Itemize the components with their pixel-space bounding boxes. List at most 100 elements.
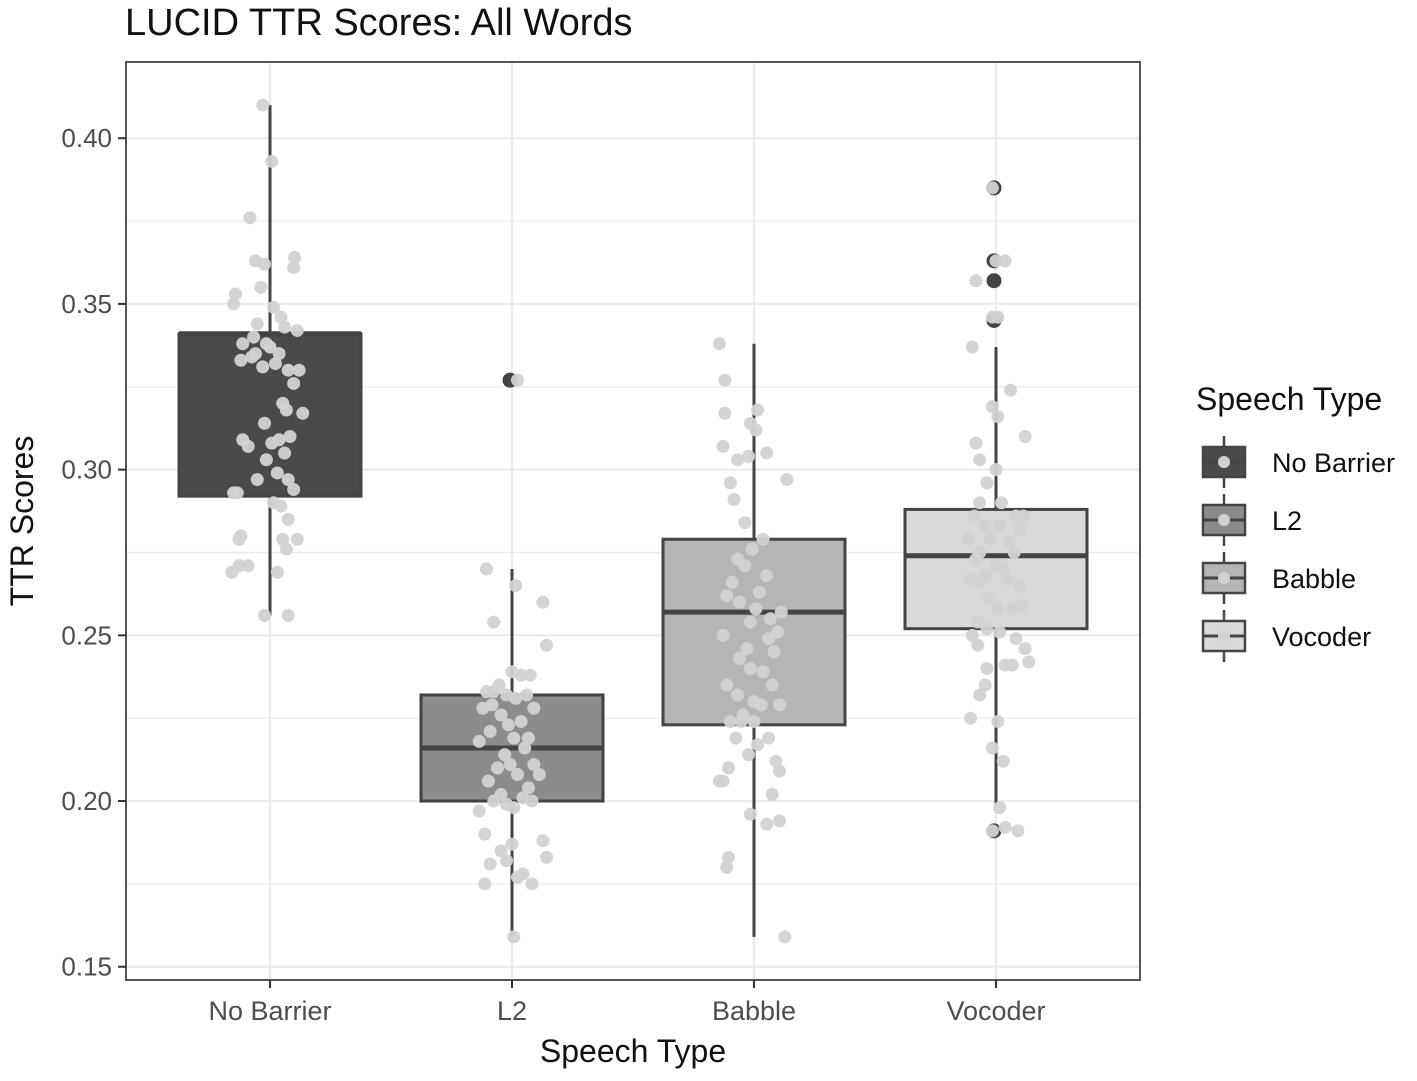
jitter-point [718, 373, 732, 387]
jitter-point [490, 761, 504, 775]
jitter-point [727, 492, 741, 506]
legend-label: Babble [1272, 564, 1356, 594]
jitter-point [980, 476, 994, 490]
jitter-point [991, 715, 1005, 729]
jitter-point [720, 678, 734, 692]
jitter-point [996, 562, 1010, 576]
jitter-point [527, 758, 541, 772]
jitter-point [754, 698, 768, 712]
jitter-point [743, 615, 757, 629]
y-tick-label: 0.25 [61, 620, 112, 650]
jitter-point [980, 661, 994, 675]
jitter-point [729, 731, 743, 745]
jitter-point [980, 622, 994, 636]
jitter-point [292, 363, 306, 377]
jitter-point [532, 768, 546, 782]
legend-key-point [1218, 630, 1230, 642]
jitter-point [985, 824, 999, 838]
jitter-point [984, 532, 998, 546]
jitter-point [278, 320, 292, 334]
jitter-point [767, 645, 781, 659]
jitter-point [265, 436, 279, 450]
legend-item-vocoder: Vocoder [1201, 610, 1371, 662]
jitter-point [478, 877, 492, 891]
jitter-point [964, 711, 978, 725]
jitter-point [232, 559, 246, 573]
jitter-point [478, 827, 492, 841]
jitter-point [510, 870, 524, 884]
jitter-point [276, 532, 290, 546]
jitter-point [971, 638, 985, 652]
jitter-point [716, 628, 730, 642]
jitter-point [725, 575, 739, 589]
jitter-point [287, 260, 301, 274]
jitter-point [267, 300, 281, 314]
jitter-point [485, 698, 499, 712]
jitter-point [250, 473, 264, 487]
jitter-point [720, 589, 734, 603]
jitter-point [1005, 658, 1019, 672]
jitter-point [287, 483, 301, 497]
jitter-point [778, 930, 792, 944]
box-l2 [419, 372, 605, 937]
panel-border [125, 61, 1141, 981]
jitter-point [969, 436, 983, 450]
legend-label: No Barrier [1272, 448, 1395, 478]
jitter-point [520, 688, 534, 702]
jitter-point [510, 373, 524, 387]
jitter-point [480, 562, 494, 576]
jitter-point [756, 532, 770, 546]
box-vocoder [903, 180, 1089, 839]
jitter-point [760, 817, 774, 831]
jitter-point [1007, 545, 1021, 559]
jitter-point [501, 718, 515, 732]
jitter-point [250, 317, 264, 331]
jitter-point [232, 532, 246, 546]
jitter-point [973, 496, 987, 510]
jitter-point [738, 559, 752, 573]
jitter-point [281, 608, 295, 622]
jitter-point [765, 678, 779, 692]
jitter-point [296, 406, 310, 420]
jitter-point [996, 754, 1010, 768]
jitter-point [228, 287, 242, 301]
y-axis-label: TTR Scores [4, 436, 40, 607]
jitter-point [962, 532, 976, 546]
x-tick-label: Vocoder [946, 996, 1045, 1026]
jitter-point [268, 357, 282, 371]
jitter-point [236, 337, 250, 351]
jitter-point [259, 453, 273, 467]
jitter-point [998, 821, 1012, 835]
jitter-point [742, 748, 756, 762]
jitter-point [263, 340, 277, 354]
jitter-point [985, 400, 999, 414]
jitter-point [993, 801, 1007, 815]
jitter-point [982, 592, 996, 606]
jitter-point [752, 585, 766, 599]
jitter-point [993, 519, 1007, 533]
legend-key-point [1218, 514, 1230, 526]
jitter-point [270, 565, 284, 579]
jitter-point [236, 433, 250, 447]
jitter-point [241, 559, 255, 573]
legend-item-l2: L2 [1201, 494, 1302, 546]
jitter-point [991, 310, 1005, 324]
jitter-point [256, 360, 270, 374]
jitter-point [494, 844, 508, 858]
legend-item-babble: Babble [1201, 552, 1356, 604]
jitter-point [1018, 429, 1032, 443]
jitter-point [967, 509, 981, 523]
legend-key-point [1218, 572, 1230, 584]
y-tick-label: 0.20 [61, 786, 112, 816]
jitter-point [256, 98, 270, 112]
y-tick-label: 0.30 [61, 455, 112, 485]
jitter-point [732, 652, 746, 666]
jitter-point [745, 542, 759, 556]
jitter-point [978, 519, 992, 533]
jitter-point [230, 486, 244, 500]
jitter-point [540, 638, 554, 652]
jitter-point [991, 410, 1005, 424]
jitter-point [507, 930, 521, 944]
jitter-point [720, 860, 734, 874]
jitter-point [278, 446, 292, 460]
